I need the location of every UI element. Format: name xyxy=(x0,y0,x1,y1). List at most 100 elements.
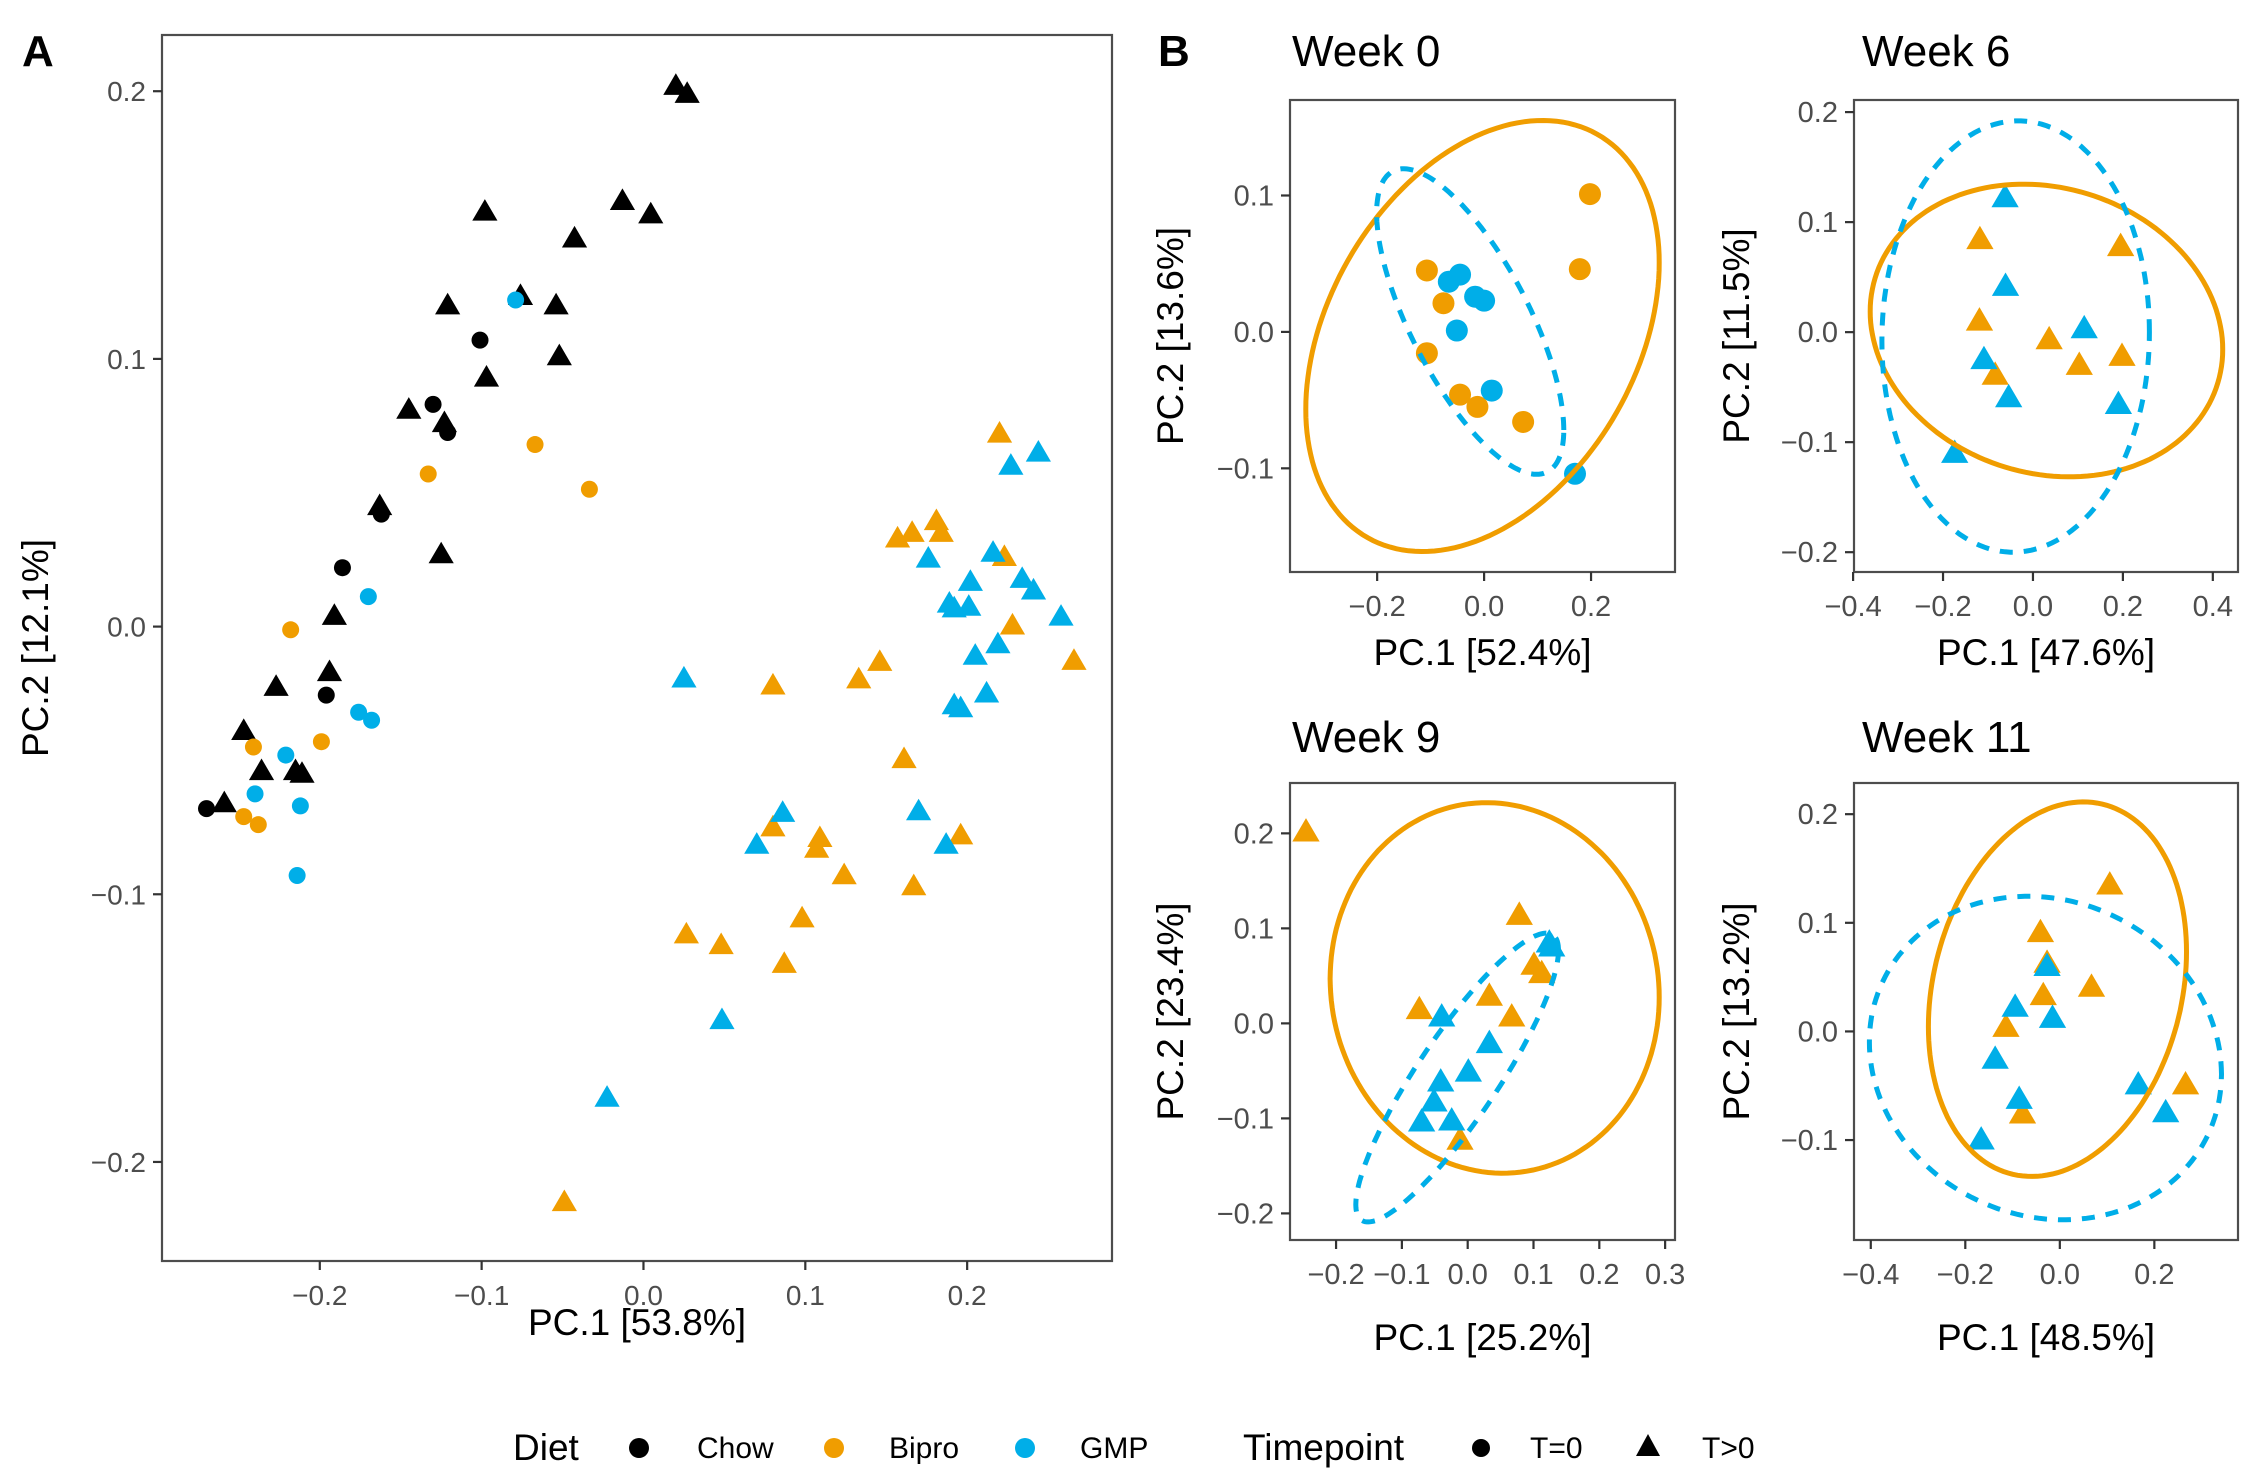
x-tick-label: −0.2 xyxy=(1914,591,1971,623)
facet-title: Week 0 xyxy=(1292,27,1440,76)
x-tick-label: −0.1 xyxy=(1373,1259,1430,1291)
data-point xyxy=(316,659,343,682)
legend-tgt0-marker xyxy=(1636,1434,1660,1456)
data-point xyxy=(1020,577,1047,600)
data-point xyxy=(1568,258,1591,281)
data-point xyxy=(198,800,216,818)
x-tick-label: −0.2 xyxy=(292,1280,347,1311)
data-point xyxy=(789,905,815,928)
data-point xyxy=(671,665,697,688)
data-point xyxy=(594,1085,620,1107)
data-point xyxy=(744,832,770,854)
data-point xyxy=(999,612,1026,635)
x-tick-label: 0.2 xyxy=(1579,1259,1619,1291)
data-point xyxy=(350,703,368,721)
data-point xyxy=(1967,1126,1995,1150)
data-point xyxy=(2077,973,2106,997)
y-axis-title: PC.2 [13.2%] xyxy=(1716,902,1757,1120)
series-gmp-tgt0 xyxy=(1941,183,2133,463)
data-point xyxy=(1475,1029,1503,1054)
plot-area xyxy=(198,73,1087,1212)
x-tick-label: 0.0 xyxy=(1448,1259,1488,1291)
data-point xyxy=(435,292,461,315)
confidence-ellipse-gmp xyxy=(1353,930,1562,1225)
panel-w11: Week 11 −0.4 −0.2 0.0 0.2 −0.1 0.0 0.1 0.2 PC.1 [… xyxy=(1716,713,2240,1358)
data-point xyxy=(2152,1098,2180,1123)
data-point xyxy=(1407,1108,1436,1132)
data-point xyxy=(674,81,700,103)
data-point xyxy=(263,674,289,696)
x-tick-label: 0.0 xyxy=(624,1280,663,1311)
data-point xyxy=(424,395,442,413)
data-point xyxy=(1512,410,1535,433)
legend-gmp-marker xyxy=(1015,1438,1035,1458)
facet-title: Week 6 xyxy=(1862,27,2010,76)
plot-frame xyxy=(1852,781,2240,1242)
data-point xyxy=(2108,342,2136,366)
legend-t0-marker xyxy=(1472,1439,1490,1457)
x-tick-label: −0.2 xyxy=(1349,591,1406,623)
data-point xyxy=(2038,1004,2067,1028)
data-point xyxy=(1445,319,1468,342)
y-tick-label: 0.1 xyxy=(1234,180,1274,212)
data-point xyxy=(428,541,454,564)
data-point xyxy=(2124,1071,2152,1095)
y-tick-label: 0.1 xyxy=(1798,207,1838,239)
data-point xyxy=(962,643,988,665)
facet-title: Week 11 xyxy=(1862,713,2032,762)
data-point xyxy=(244,738,262,756)
data-point xyxy=(288,867,306,885)
legend-t0-label: T=0 xyxy=(1530,1432,1583,1465)
x-tick-label: 0.0 xyxy=(2013,591,2053,623)
legend-bipro-marker xyxy=(824,1438,844,1458)
data-point xyxy=(1420,1088,1448,1112)
series-chow-tgt0 xyxy=(211,73,700,813)
data-point xyxy=(663,73,689,95)
x-tick-label: 0.3 xyxy=(1645,1259,1685,1291)
y-tick-label: 0.2 xyxy=(1798,799,1838,831)
series-bipro-tgt0 xyxy=(1292,818,1556,1150)
data-point xyxy=(760,814,786,837)
y-axis-title: PC.2 [23.4%] xyxy=(1150,902,1191,1120)
data-point xyxy=(998,453,1024,475)
panel-w9: Week 9 −0.2 −0.1 0.0 0.1 0.2 0.3 −0.2 −0.1 0.0 0.1… xyxy=(1150,713,1685,1358)
y-tick-label: 0.0 xyxy=(1798,1016,1838,1048)
data-point xyxy=(1415,259,1438,282)
data-point xyxy=(282,621,300,639)
data-point xyxy=(891,746,917,769)
y-axis-title: PC.2 [13.6%] xyxy=(1150,227,1191,445)
data-point xyxy=(312,733,330,751)
data-point xyxy=(277,746,295,764)
data-point xyxy=(1528,959,1556,984)
data-point xyxy=(1025,439,1051,462)
confidence-ellipse-bipro xyxy=(1925,799,2190,1179)
confidence-ellipse-bipro xyxy=(1327,800,1662,1176)
y-tick-label: −0.1 xyxy=(1781,1125,1838,1157)
data-point xyxy=(941,595,967,618)
x-tick-label: 0.0 xyxy=(1464,591,1504,623)
plot-area xyxy=(1303,117,1662,555)
series-gmp-tgt0 xyxy=(1967,952,2180,1150)
data-point xyxy=(1991,272,2020,296)
data-point xyxy=(906,798,932,821)
confidence-ellipse-gmp xyxy=(1879,118,2152,555)
data-point xyxy=(846,666,872,689)
data-point xyxy=(1438,1107,1466,1131)
legend-chow-label: Chow xyxy=(697,1432,774,1465)
data-point xyxy=(231,718,257,740)
data-point xyxy=(431,410,458,433)
y-tick-label: 0.2 xyxy=(107,76,146,107)
data-point xyxy=(1466,395,1489,418)
series-gmp-tgt0 xyxy=(1407,929,1566,1132)
data-point xyxy=(933,832,959,854)
data-point xyxy=(1473,289,1496,312)
legend-chow-marker xyxy=(629,1438,649,1458)
data-point xyxy=(884,525,911,548)
data-point xyxy=(915,545,941,568)
confidence-ellipse-bipro xyxy=(1303,117,1662,555)
data-point xyxy=(317,686,335,704)
series-bipro-tgt0 xyxy=(1965,225,2136,385)
data-point xyxy=(2008,1100,2037,1124)
y-tick-label: −0.2 xyxy=(1217,1198,1274,1230)
data-point xyxy=(1995,383,2023,408)
